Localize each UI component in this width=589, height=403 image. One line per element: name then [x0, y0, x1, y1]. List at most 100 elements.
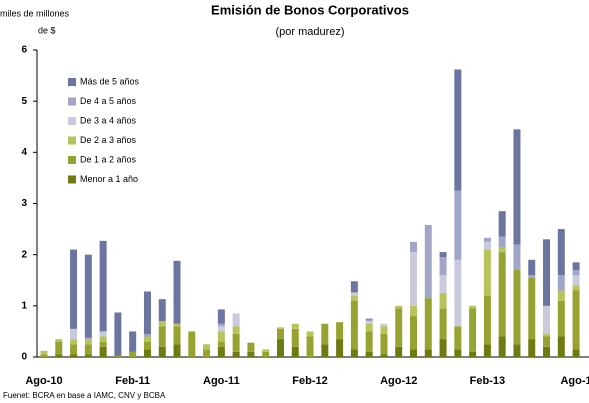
bar-segment: [543, 239, 551, 306]
bar-segment: [365, 323, 373, 332]
bar-segment: [99, 240, 107, 332]
bar-segment: [188, 331, 196, 357]
bar-segment: [380, 323, 388, 327]
bar-segment: [306, 331, 314, 337]
bar-segment: [543, 336, 551, 347]
bar-segment: [365, 318, 373, 320]
legend-label: De 3 a 4 años: [80, 115, 137, 125]
bar-segment: [557, 300, 565, 337]
bar-segment: [513, 270, 521, 345]
bar-segment: [439, 308, 447, 340]
bar-segment: [99, 341, 107, 347]
bar-segment: [84, 344, 92, 355]
bar-segment: [350, 281, 358, 293]
bar-segment: [217, 341, 225, 347]
bar-segment: [543, 333, 551, 337]
legend-swatch: [68, 156, 76, 164]
bar-segment: [410, 305, 417, 317]
x-tick-label: Feb-12: [292, 375, 327, 387]
chart-subtitle: (por madurez): [275, 26, 344, 38]
legend-swatch: [68, 136, 76, 145]
bar-segment: [572, 262, 580, 271]
bar-segment: [173, 323, 181, 327]
bar-segment: [158, 346, 166, 357]
x-tick-label: Ago-11: [203, 375, 240, 387]
bar-segment: [247, 342, 255, 352]
bar-segment: [321, 323, 329, 345]
bar-segment: [276, 339, 284, 357]
bar-segment: [528, 275, 536, 278]
bar-segment: [483, 241, 491, 250]
legend-label: Más de 5 años: [80, 76, 140, 86]
y-tick-label: 6: [21, 45, 27, 56]
legend-swatch: [68, 78, 76, 86]
bar-segment: [513, 344, 521, 357]
bar-segment: [469, 305, 477, 309]
x-tick-label: Feb-13: [470, 375, 505, 387]
bar-segment: [557, 290, 565, 301]
bar-segment: [232, 313, 240, 327]
bar-segment: [217, 326, 225, 332]
bar-segment: [483, 344, 491, 357]
bar-segment: [498, 336, 506, 357]
bar-segment: [84, 339, 92, 345]
bar-segment: [469, 308, 477, 352]
bar-segment: [143, 336, 151, 342]
bar-segment: [439, 293, 447, 309]
bar-segment: [114, 355, 122, 357]
bar-segment: [158, 321, 166, 327]
x-tick-label: Ago-1: [560, 375, 589, 387]
bar-segment: [173, 344, 181, 357]
bar-segment: [55, 339, 63, 342]
bar-segment: [365, 351, 373, 357]
bar-segment: [498, 236, 506, 247]
bar-segment: [99, 336, 107, 342]
bar-segment: [336, 339, 344, 357]
chart-title: Emisión de Bonos Corporativos: [211, 2, 409, 17]
y-axis-label: miles de millones: [0, 8, 70, 18]
bar-segment: [380, 333, 388, 355]
bar-segment: [439, 252, 447, 258]
bar-segment: [291, 323, 299, 329]
bar-segment: [410, 349, 417, 357]
bar-segment: [350, 300, 358, 350]
legend-label: De 2 a 3 años: [80, 135, 137, 145]
y-tick-label: 5: [21, 96, 27, 107]
bar-segment: [395, 305, 403, 309]
bar-segment: [99, 331, 107, 337]
x-tick-label: Ago-10: [25, 375, 62, 387]
bar-segment: [424, 349, 432, 357]
bar-segment: [276, 327, 284, 329]
bar-segment: [498, 252, 506, 337]
bar-segment: [380, 354, 388, 357]
y-tick-label: 3: [21, 198, 27, 209]
bar-segment: [84, 354, 92, 357]
bar-segment: [498, 211, 506, 237]
bar-segment: [143, 341, 151, 350]
bar-segment: [84, 337, 92, 340]
bar-segment: [439, 275, 447, 294]
bar-segment: [557, 275, 565, 291]
bar-segment: [217, 331, 225, 342]
bar-segment: [262, 349, 270, 352]
bar-segment: [454, 69, 462, 191]
bar-segment: [70, 344, 78, 355]
bar-segment: [469, 351, 477, 357]
bar-segment: [173, 260, 181, 324]
bar-segment: [498, 246, 506, 253]
bar-segment: [350, 349, 358, 357]
legend-label: Menor a 1 año: [80, 174, 138, 184]
bar-segment: [439, 257, 447, 276]
bar-segment: [410, 316, 417, 350]
bar-segment: [143, 349, 151, 357]
bar-segment: [232, 351, 240, 357]
bar-segment: [203, 349, 211, 357]
bar-segment: [410, 241, 417, 253]
y-tick-label: 4: [21, 147, 27, 158]
bar-segment: [454, 326, 462, 350]
bar-segment: [439, 339, 447, 357]
bar-segment: [143, 333, 151, 337]
bar-segment: [424, 224, 432, 299]
y-tick-label: 2: [21, 249, 27, 260]
bar-segment: [321, 344, 329, 357]
